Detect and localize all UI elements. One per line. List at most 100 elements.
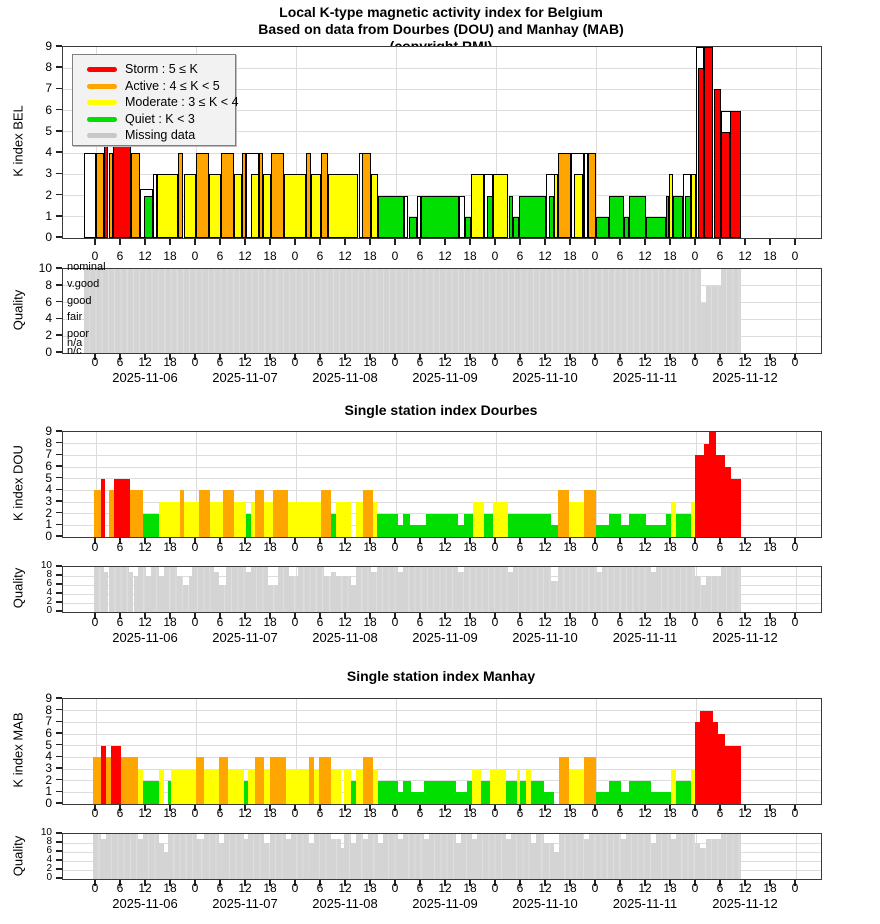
x-axis-tick [644, 353, 646, 360]
x-axis-tick [719, 537, 721, 544]
x-axis-tick [144, 804, 146, 811]
k-bar-dou [255, 490, 264, 537]
k-bar-mab [111, 745, 121, 804]
x-axis-tick [494, 879, 496, 886]
quality-seg-mab [341, 847, 344, 879]
y-axis-tick [56, 441, 62, 444]
gridline-vertical [795, 269, 797, 353]
x-axis-tick [569, 879, 571, 886]
x-axis-tick [269, 804, 271, 811]
x-axis-hour-label: 0 [791, 806, 799, 820]
x-axis-date-label: 2025-11-09 [412, 896, 478, 911]
gridline-vertical [295, 699, 297, 804]
k-bar-dou [356, 502, 364, 537]
x-axis-tick [119, 804, 121, 811]
quality-seg-dou [158, 576, 164, 612]
gridline-vertical [295, 432, 297, 537]
x-axis-hour-label: 12 [638, 540, 652, 554]
k-bar-dou [331, 513, 336, 537]
x-axis-tick [494, 612, 496, 619]
x-axis-hour-label: 6 [516, 249, 524, 263]
k-bar-bel [83, 153, 96, 238]
legend-swatch-y [87, 100, 117, 105]
x-axis-tick [769, 804, 771, 811]
main-title-line-1: Local K-type magnetic activity index for… [279, 4, 603, 20]
quality-seg-mab [553, 852, 559, 879]
x-axis-hour-label: 12 [438, 355, 452, 369]
x-axis-tick [594, 537, 596, 544]
x-axis-hour-label: 12 [138, 615, 152, 629]
quality-seg-mab [101, 838, 106, 879]
legend-swatch-m [87, 133, 117, 138]
k-bar-bel [673, 195, 684, 238]
x-axis-hour-label: 18 [663, 615, 677, 629]
k-bar-bel [251, 174, 259, 238]
quality-seg-dou [458, 571, 464, 612]
x-axis-tick [744, 612, 746, 619]
x-axis-hour-label: 6 [716, 615, 724, 629]
k-bar-mab [318, 757, 331, 804]
quality-seg-mab [476, 834, 506, 879]
x-axis-tick [769, 879, 771, 886]
x-axis-tick [444, 612, 446, 619]
x-axis-hour-label: 12 [638, 249, 652, 263]
x-axis-hour-label: 6 [616, 249, 624, 263]
legend-item-r: Storm : 5 ≤ K [73, 61, 235, 77]
x-axis-tick [469, 353, 471, 360]
k-bar-bel [646, 216, 666, 238]
quality-seg-dou [695, 576, 701, 612]
quality-seg-mab [695, 843, 701, 879]
legend-swatch-r [87, 67, 117, 72]
k-bar-mab [270, 757, 286, 804]
x-axis-tick [744, 238, 746, 245]
y-axis-tick [56, 476, 62, 479]
k-bar-bel [666, 195, 669, 238]
gridline-vertical [595, 47, 597, 238]
k-bar-dou [403, 513, 411, 537]
quality-seg-dou [356, 567, 371, 612]
x-axis-tick [419, 537, 421, 544]
gridline-vertical [395, 47, 397, 238]
k-bar-dou [363, 490, 374, 537]
k-bar-dou [410, 525, 426, 537]
k-bar-bel [404, 195, 409, 238]
k-bar-bel [721, 131, 731, 238]
gridline-horizontal [63, 768, 821, 770]
quality-seg-mab [398, 838, 404, 879]
x-axis-hour-label: 12 [638, 355, 652, 369]
x-axis-hour-label: 6 [316, 540, 324, 554]
k-bar-dou [101, 478, 106, 537]
quality-seg-mab [313, 834, 331, 879]
k-bar-dou [596, 525, 609, 537]
quality-seg-dou [513, 567, 551, 612]
quality-seg-dou [298, 567, 324, 612]
y-axis-tick-label: 2 [45, 505, 52, 520]
y-axis-tick-label: 10 [38, 261, 52, 275]
x-axis-date-label: 2025-11-08 [312, 896, 378, 911]
y-axis-tick-label: 6 [45, 459, 52, 473]
x-axis-tick [319, 804, 321, 811]
x-axis-hour-label: 18 [663, 806, 677, 820]
gridline-vertical [595, 699, 597, 804]
k-bar-mab [718, 734, 726, 804]
x-axis-tick [569, 353, 571, 360]
quality-seg-mab [158, 843, 164, 879]
x-axis-tick [394, 804, 396, 811]
x-axis-hour-label: 6 [416, 806, 424, 820]
gridline-horizontal [63, 733, 821, 735]
x-axis-hour-label: 6 [716, 881, 724, 895]
x-axis-tick [294, 238, 296, 245]
quality-seg-mab [343, 834, 351, 879]
k-bar-mab [608, 780, 621, 804]
gridline-vertical [495, 432, 497, 537]
x-axis-tick [294, 804, 296, 811]
gridline-horizontal [63, 501, 821, 503]
k-bar-mab [203, 769, 219, 804]
k-bar-dou [671, 502, 676, 537]
x-axis-hour-label: 6 [716, 355, 724, 369]
k-bar-bel [153, 174, 157, 238]
gridline-horizontal [63, 67, 821, 69]
x-axis-hour-label: 0 [191, 540, 199, 554]
x-axis-tick [544, 612, 546, 619]
x-axis-hour-label: 0 [91, 881, 99, 895]
